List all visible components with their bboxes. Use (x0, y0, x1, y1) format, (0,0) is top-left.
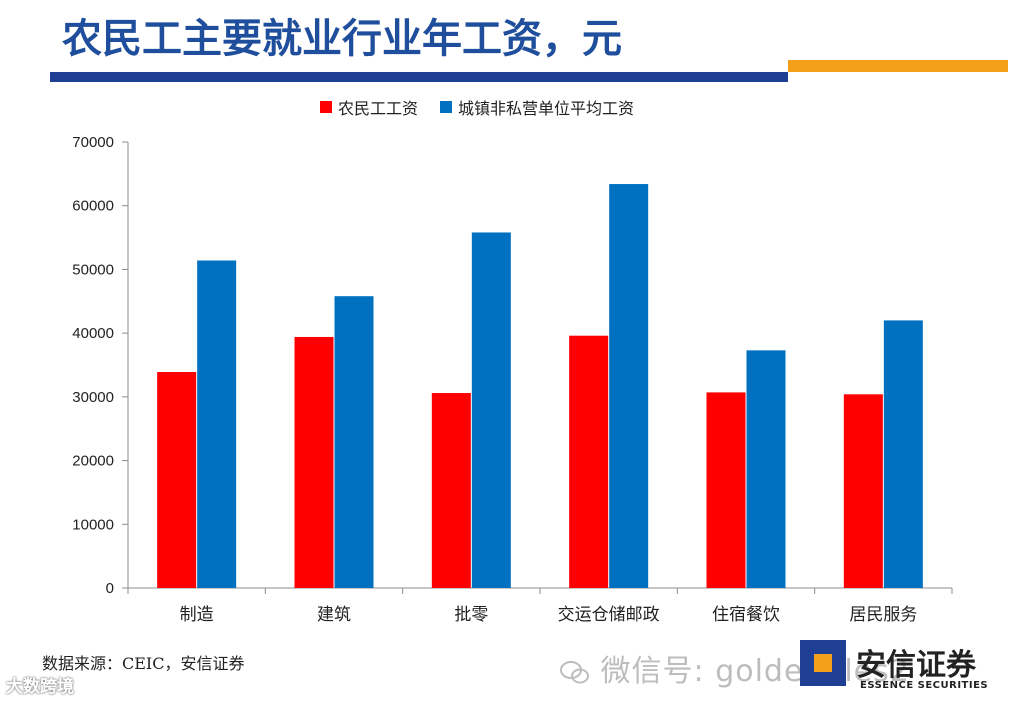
y-tick-label: 30000 (72, 389, 114, 406)
legend-item-series-2: 城镇非私营单位平均工资 (440, 95, 634, 119)
bar-urban-wage (746, 350, 786, 588)
bar-migrant-wage (706, 392, 746, 588)
legend-item-series-1: 农民工工资 (320, 95, 418, 119)
wechat-watermark: 微信号: goldenfiles2 (560, 646, 910, 690)
legend-swatch-blue (440, 101, 453, 113)
y-tick-label: 0 (106, 580, 114, 597)
bar-migrant-wage (431, 393, 471, 588)
y-tick-label: 20000 (72, 453, 114, 470)
corner-watermark: 大数跨境 (6, 677, 74, 697)
wechat-icon (560, 660, 589, 683)
bar-urban-wage (334, 296, 374, 588)
x-tick-label: 住宿餐饮 (712, 605, 780, 625)
x-tick-label: 制造 (180, 605, 214, 625)
y-tick-label: 50000 (72, 261, 114, 278)
title-underline-orange (788, 60, 1008, 72)
title-underline-blue (50, 72, 788, 82)
y-tick-label: 40000 (72, 325, 114, 342)
bar-migrant-wage (569, 335, 609, 588)
legend-label-series-2: 城镇非私营单位平均工资 (458, 99, 635, 118)
y-tick-label: 70000 (72, 134, 114, 151)
y-tick-label: 60000 (72, 198, 114, 215)
page-title: 农民工主要就业行业年工资，元 (62, 16, 622, 62)
y-tick-label: 10000 (72, 516, 114, 533)
bar-urban-wage (609, 184, 649, 588)
x-tick-label: 批零 (454, 605, 488, 625)
bar-urban-wage (883, 320, 923, 588)
logo-english: ESSENCE SECURITIES (860, 680, 989, 691)
legend-swatch-red (320, 101, 332, 113)
bar-migrant-wage (157, 372, 197, 588)
bar-urban-wage (197, 260, 237, 588)
data-source-note: 数据来源：CEIC，安信证券 (42, 654, 245, 673)
logo-mark-icon (800, 640, 846, 686)
bar-migrant-wage (294, 336, 334, 588)
x-tick-label: 居民服务 (849, 605, 917, 625)
wechat-watermark-text: 微信号: goldenfiles2 (600, 654, 910, 689)
legend-label-series-1: 农民工工资 (338, 99, 419, 118)
chart-legend: 农民工工资 城镇非私营单位平均工资 (320, 95, 634, 119)
x-tick-label: 交运仓储邮政 (558, 605, 660, 625)
logo-name: 安信证券 (856, 648, 976, 683)
x-tick-label: 建筑 (317, 605, 351, 625)
bar-urban-wage (471, 232, 511, 588)
bar-migrant-wage (843, 394, 883, 588)
company-logo: 安信证券 ESSENCE SECURITIES (800, 634, 1000, 698)
